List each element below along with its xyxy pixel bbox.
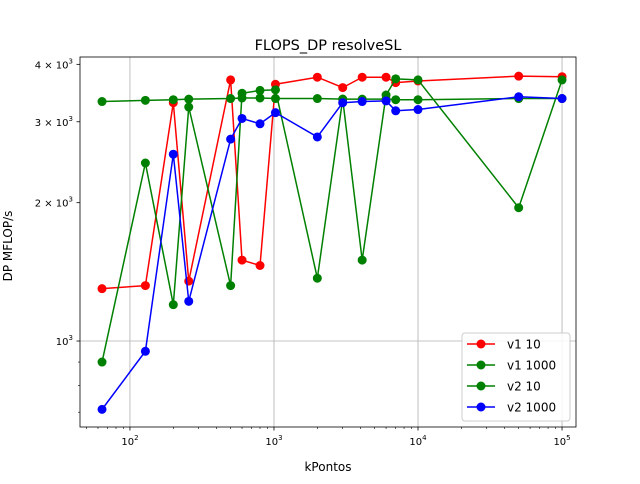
data-point [413, 75, 423, 85]
data-point [226, 281, 236, 291]
legend-marker [476, 339, 486, 349]
data-point [140, 281, 150, 291]
data-point [514, 92, 524, 102]
legend: v1 10 v1 1000 v2 10 v2 1000 [461, 332, 571, 422]
axes-layer: 102 103 104 105 103 2 × 103 3 × 103 4 × 103 [35, 56, 577, 448]
x-tick-label: 103 [265, 434, 282, 448]
series-line-3 [101, 96, 563, 410]
data-point [270, 85, 280, 95]
data-point [557, 94, 567, 104]
data-point [97, 97, 107, 107]
legend-frame [461, 332, 571, 422]
data-point [226, 94, 236, 104]
data-point [338, 98, 348, 108]
data-point [514, 71, 524, 81]
data-point [391, 74, 401, 84]
legend-label: v2 10 [507, 380, 541, 394]
x-axis-label: kPontos [304, 460, 351, 474]
data-point [312, 72, 322, 82]
data-point [168, 149, 178, 159]
data-point [168, 95, 178, 105]
data-point [381, 96, 391, 106]
data-point [255, 260, 265, 270]
data-point [312, 132, 322, 142]
y-tick-label: 4 × 103 [35, 57, 73, 71]
data-point [357, 97, 367, 107]
data-point [140, 346, 150, 356]
plot-frame [79, 56, 577, 428]
data-point [514, 203, 524, 213]
legend-marker [476, 402, 486, 412]
data-point [140, 158, 150, 168]
data-point [255, 93, 265, 103]
data-point [312, 273, 322, 283]
chart-title: FLOPS_DP resolveSL [255, 38, 402, 54]
data-point [237, 113, 247, 123]
legend-label: v1 1000 [507, 359, 556, 373]
data-point [226, 134, 236, 144]
series-line-1 [102, 97, 563, 103]
legend-marker [476, 381, 486, 391]
series-layer [97, 71, 567, 414]
data-point [255, 119, 265, 129]
y-tick-label: 103 [56, 334, 73, 348]
data-point [168, 300, 178, 310]
x-tick-label: 104 [409, 434, 427, 448]
data-point [140, 95, 150, 105]
legend-marker [476, 360, 486, 370]
data-point [391, 106, 401, 116]
y-axis-label: DP MFLOP/s [1, 211, 15, 282]
legend-label: v1 10 [507, 338, 541, 352]
data-point [237, 255, 247, 265]
data-point [184, 102, 194, 112]
data-point [97, 357, 107, 367]
series-line-2 [101, 78, 563, 363]
data-point [338, 83, 348, 93]
x-tick-label: 102 [121, 434, 138, 448]
data-point [413, 95, 423, 105]
data-point [557, 75, 567, 85]
data-point [391, 95, 401, 105]
data-point [226, 75, 236, 85]
legend-label: v2 1000 [507, 401, 556, 415]
data-point [237, 88, 247, 98]
y-tick-label: 3 × 103 [35, 115, 73, 129]
data-point [357, 72, 367, 82]
data-point [255, 85, 265, 95]
data-point [312, 94, 322, 104]
data-point [381, 72, 391, 82]
data-point [97, 284, 107, 294]
data-point [413, 105, 423, 115]
data-point [97, 404, 107, 414]
series-line-0 [101, 75, 563, 290]
data-point [184, 94, 194, 104]
data-point [184, 296, 194, 306]
data-point [270, 108, 280, 118]
x-tick-label: 105 [553, 434, 570, 448]
y-tick-label: 2 × 103 [35, 196, 73, 210]
data-point [357, 255, 367, 265]
